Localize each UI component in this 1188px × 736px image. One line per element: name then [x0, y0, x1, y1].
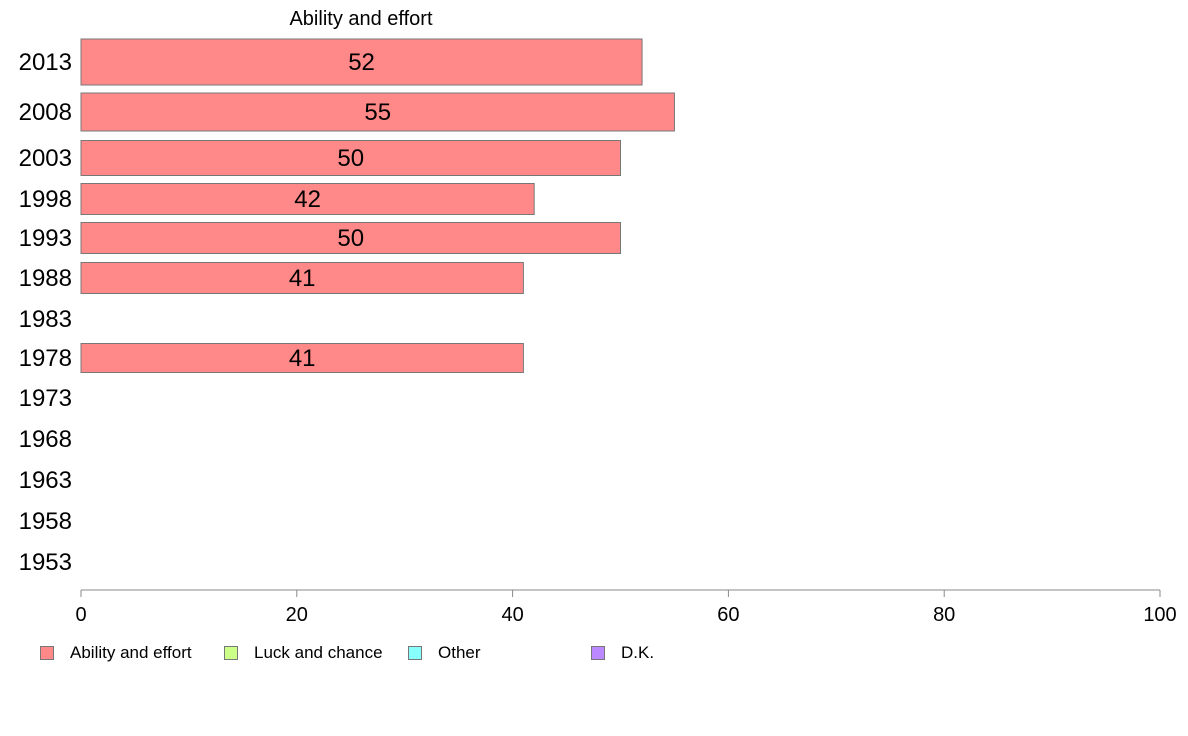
y-tick-label-1968: 1968 [19, 426, 72, 453]
legend-swatch-luck-chance [224, 646, 238, 660]
y-tick-label-1983: 1983 [19, 306, 72, 333]
bar-1988 [80, 262, 524, 294]
bar-label-1998: 42 [294, 186, 321, 213]
x-tick-label-100: 100 [1143, 604, 1176, 626]
x-tick-label-60: 60 [717, 604, 739, 626]
chart-title: Ability and effort [289, 8, 432, 30]
x-axis: 0 20 40 60 80 100 [75, 589, 1177, 626]
y-tick-label-1988: 1988 [19, 265, 72, 292]
bar-label-1988: 41 [289, 265, 316, 292]
y-tick-label-1958: 1958 [19, 508, 72, 535]
y-tick-label-1978: 1978 [19, 345, 72, 372]
y-tick-label-1963: 1963 [19, 467, 72, 494]
bar-2003 [80, 140, 621, 176]
y-tick-label-2008: 2008 [19, 99, 72, 126]
y-tick-label-1973: 1973 [19, 385, 72, 412]
bar-1998 [80, 183, 535, 215]
y-tick-label-1953: 1953 [19, 549, 72, 576]
legend-item-dk: D.K. [591, 643, 654, 663]
bar-label-2003: 50 [337, 145, 364, 172]
x-tick-label-0: 0 [75, 604, 86, 626]
bar-label-2013: 52 [348, 49, 375, 76]
bar-1993 [80, 222, 621, 254]
x-tick-label-40: 40 [501, 604, 523, 626]
legend-swatch-ability-effort [40, 646, 54, 660]
legend-item-ability-effort: Ability and effort [40, 643, 192, 663]
legend-item-other: Other [408, 643, 481, 663]
y-axis-labels: 2013 2008 2003 1998 1993 1988 1983 1978 1973 1968… [19, 49, 72, 576]
bar-2008 [80, 92, 675, 132]
legend-label-ability-effort: Ability and effort [70, 643, 192, 662]
y-tick-label-1993: 1993 [19, 225, 72, 252]
legend-swatch-dk [591, 646, 605, 660]
x-tick-label-80: 80 [933, 604, 955, 626]
legend-label-dk: D.K. [621, 643, 655, 662]
bars-group [80, 38, 675, 373]
legend-label-other: Other [438, 643, 481, 662]
x-tick-label-20: 20 [286, 604, 308, 626]
legend-swatch-other [408, 646, 422, 660]
legend-item-luck-chance: Luck and chance [224, 643, 383, 663]
y-tick-label-1998: 1998 [19, 186, 72, 213]
y-tick-label-2013: 2013 [19, 49, 72, 76]
bar-label-1978: 41 [289, 345, 316, 372]
y-tick-label-2003: 2003 [19, 145, 72, 172]
bar-label-1993: 50 [337, 225, 364, 252]
bar-2013 [80, 38, 643, 86]
bar-1978 [80, 343, 524, 373]
bar-label-2008: 55 [364, 99, 391, 126]
legend-label-luck-chance: Luck and chance [254, 643, 383, 662]
